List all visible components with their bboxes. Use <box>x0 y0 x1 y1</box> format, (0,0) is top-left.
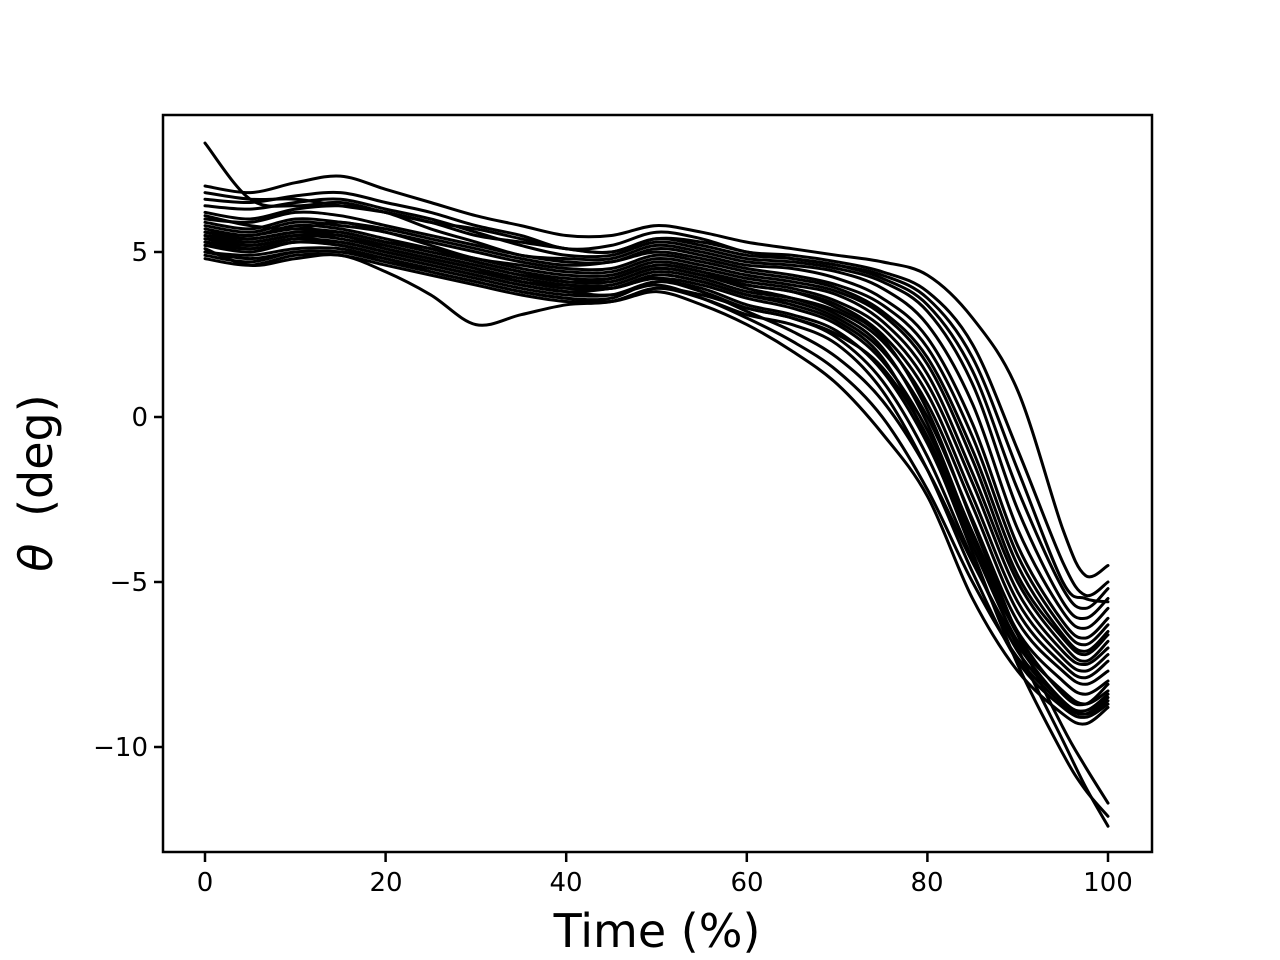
trace-trial-02 <box>203 190 1110 598</box>
y-axis-label: θ (deg) <box>9 394 63 571</box>
trace-trial-25 <box>203 240 1110 716</box>
x-tick-label-40: 40 <box>549 868 582 898</box>
trace-trial-22 <box>203 237 1110 818</box>
x-tick-label-80: 80 <box>910 868 943 898</box>
trace-trial-07 <box>203 217 1110 647</box>
trace-trial-09 <box>203 220 1110 657</box>
x-tick-label-100: 100 <box>1083 868 1133 898</box>
y-tick-label-0: 0 <box>131 403 148 433</box>
axes-frame <box>161 113 1154 854</box>
trace-trial-10 <box>203 223 1110 663</box>
trace-trial-23 <box>203 227 1110 805</box>
x-tick-label-20: 20 <box>369 868 402 898</box>
y-tick-label-neg5: −5 <box>110 568 148 598</box>
tick-marks-group <box>154 250 1110 862</box>
y-axis-label-unit: (deg) <box>9 394 63 517</box>
trace-trial-21 <box>203 230 1110 828</box>
y-tick-label-neg10: −10 <box>93 733 148 763</box>
x-tick-label-0: 0 <box>197 868 214 898</box>
trace-trial-24 <box>203 233 1110 713</box>
trace-lines-group <box>203 141 1110 828</box>
trace-trial-04 <box>203 197 1110 620</box>
trace-trial-20 <box>203 141 1110 604</box>
trace-trial-19 <box>203 247 1110 707</box>
y-tick-label-5: 5 <box>131 238 148 268</box>
x-axis-label: Time (%) <box>553 904 761 958</box>
x-tick-label-60: 60 <box>730 868 763 898</box>
y-axis-label-theta: θ <box>9 544 63 572</box>
trace-trial-06 <box>203 210 1110 640</box>
trace-trial-26 <box>203 249 1110 726</box>
trace-trial-01 <box>203 174 1110 579</box>
